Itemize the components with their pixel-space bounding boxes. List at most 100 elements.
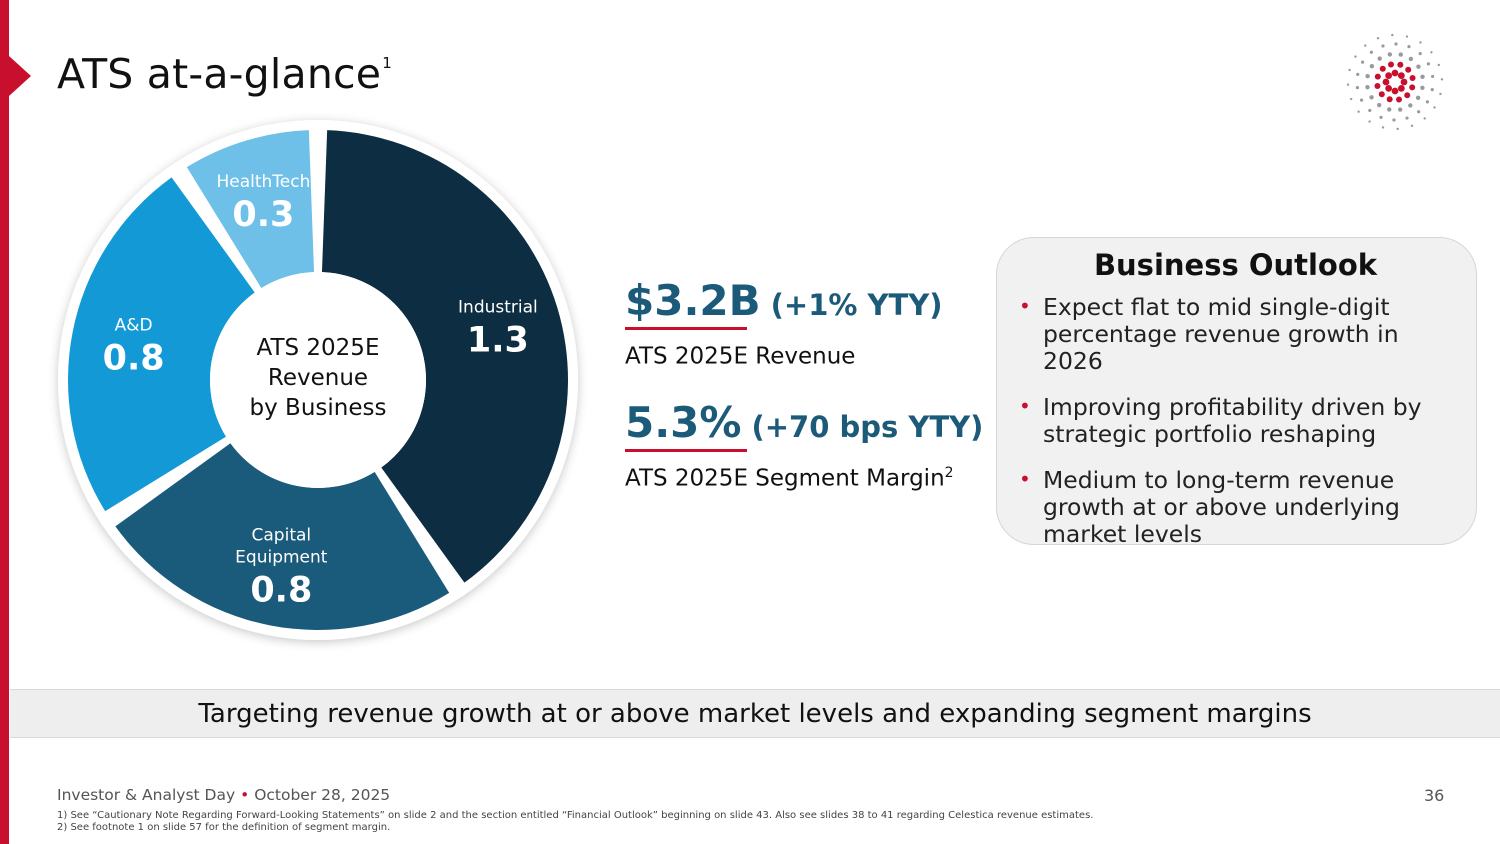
kpi-margin: 5.3% (+70 bps YTY) ATS 2025E Segment Marg… — [625, 398, 983, 492]
outlook-bullet: • Improving profitability driven by strat… — [1019, 394, 1452, 448]
logo-dot — [1382, 78, 1390, 86]
logo-dot — [1359, 98, 1364, 102]
footnote-1: 1) See “Cautionary Note Regarding Forwar… — [57, 810, 1094, 821]
logo-dot — [1425, 100, 1429, 104]
logo-dot — [1364, 44, 1367, 47]
logo-dot — [1376, 102, 1382, 108]
logo-dot — [1368, 108, 1372, 113]
kpi-margin-label-sup: 2 — [944, 465, 954, 481]
logo-dot — [1349, 97, 1353, 101]
logo-dot — [1430, 74, 1435, 79]
logo-dot — [1410, 124, 1414, 128]
logo-dot — [1397, 107, 1403, 112]
logo-dot — [1426, 62, 1431, 66]
logo-dot — [1391, 33, 1394, 37]
logo-dot — [1391, 87, 1399, 95]
logo-dot — [1400, 78, 1408, 86]
slice-label-capital-equipment: Capital — [252, 525, 312, 545]
logo-dot — [1374, 82, 1381, 89]
logo-dot — [1354, 55, 1357, 58]
slice-value-industrial: 1.3 — [467, 320, 529, 360]
logo-dot — [1420, 74, 1425, 80]
logo-dot — [1430, 51, 1433, 54]
slice-label-industrial: Industrial — [458, 297, 538, 317]
slice-a-d — [67, 177, 255, 512]
footer-event-info: Investor & Analyst Day • October 28, 202… — [57, 786, 390, 804]
slice-capital-equipment — [115, 443, 450, 630]
page-title: ATS at-a-glance1 — [57, 50, 392, 98]
logo-dot — [1385, 72, 1393, 80]
logo-dot — [1346, 83, 1350, 86]
kpi-revenue-change: (+1% YTY) — [770, 288, 943, 322]
business-outlook-panel: Business Outlook • Expect flat to mid sin… — [996, 237, 1477, 548]
donut-center-line-3: by Business — [250, 395, 387, 421]
kpi-margin-row: 5.3% (+70 bps YTY) — [625, 398, 983, 447]
logo-dot — [1423, 117, 1426, 120]
logo-dot — [1357, 110, 1360, 113]
kpi-revenue-label: ATS 2025E Revenue — [625, 343, 943, 370]
logo-dot — [1388, 61, 1395, 68]
logo-dot — [1397, 72, 1405, 80]
logo-dot — [1379, 115, 1383, 119]
logo-dot — [1396, 127, 1399, 131]
logo-dot — [1369, 95, 1374, 100]
logo-dot — [1348, 68, 1351, 72]
logo-dot — [1405, 66, 1412, 73]
title-footnote-mark: 1 — [382, 54, 392, 72]
logo-dot — [1386, 96, 1393, 103]
logo-dot — [1361, 60, 1365, 64]
kpi-revenue-row: $3.2B (+1% YTY) — [625, 276, 943, 325]
bullet-dot-icon: • — [1019, 394, 1031, 418]
slice-label-a-d: A&D — [115, 315, 153, 335]
slice-healthtech — [186, 130, 315, 289]
logo-dot — [1395, 96, 1402, 103]
bullet-dot-icon: • — [1019, 294, 1031, 318]
kpi-margin-value: 5.3% — [625, 398, 742, 447]
logo-dot — [1392, 118, 1396, 122]
kpi-margin-underline — [625, 449, 747, 452]
logo-dot — [1381, 44, 1385, 48]
logo-dot — [1439, 92, 1442, 96]
logo-dot — [1430, 88, 1434, 92]
logo-dot — [1365, 84, 1370, 90]
logo-dot — [1419, 41, 1422, 44]
logo-dot — [1356, 72, 1360, 76]
logo-dot — [1369, 50, 1373, 54]
logo-dot — [1397, 61, 1404, 68]
logo-dot — [1368, 120, 1371, 123]
strategy-banner: Targeting revenue growth at or above mar… — [10, 689, 1500, 738]
outlook-bullet-text: Expect flat to mid single-digit percenta… — [1043, 293, 1399, 375]
kpi-margin-label: ATS 2025E Segment Margin2 — [625, 465, 983, 492]
logo-dot — [1378, 91, 1385, 98]
slice-industrial — [321, 130, 569, 583]
logo-dot — [1405, 35, 1409, 38]
logo-dot — [1385, 84, 1393, 92]
slice-label-capital-equipment: Equipment — [235, 547, 328, 567]
kpi-margin-label-text: ATS 2025E Segment Margin — [625, 465, 945, 492]
logo-dot — [1409, 75, 1416, 82]
logo-dot — [1405, 116, 1409, 120]
slice-label-healthtech: HealthTech — [216, 172, 310, 192]
logo-dot — [1387, 107, 1392, 112]
logo-dot — [1404, 92, 1411, 99]
slice-value-healthtech: 0.3 — [232, 195, 294, 235]
page-number: 36 — [1424, 786, 1445, 805]
logo-dot — [1418, 51, 1422, 56]
logo-dot — [1374, 73, 1381, 80]
logo-dot — [1408, 103, 1413, 108]
footer-event: Investor & Analyst Day — [57, 786, 236, 804]
slice-value-a-d: 0.8 — [103, 338, 165, 378]
logo-dot — [1397, 84, 1405, 92]
footer-separator: • — [240, 786, 250, 804]
page-title-text: ATS at-a-glance — [57, 50, 382, 98]
donut-center-line-1: ATS 2025E — [257, 335, 380, 361]
logo-dot — [1398, 52, 1403, 57]
logo-dot — [1437, 63, 1441, 67]
logo-dot — [1433, 106, 1436, 109]
strategy-banner-text: Targeting revenue growth at or above mar… — [198, 698, 1312, 729]
outlook-bullet: • Expect flat to mid single-digit percent… — [1019, 294, 1452, 375]
footnotes: 1) See “Cautionary Note Regarding Forwar… — [57, 810, 1093, 834]
kpi-revenue-underline — [625, 327, 747, 330]
footer-date: October 28, 2025 — [254, 786, 391, 804]
kpi-revenue-value: $3.2B — [625, 276, 761, 325]
